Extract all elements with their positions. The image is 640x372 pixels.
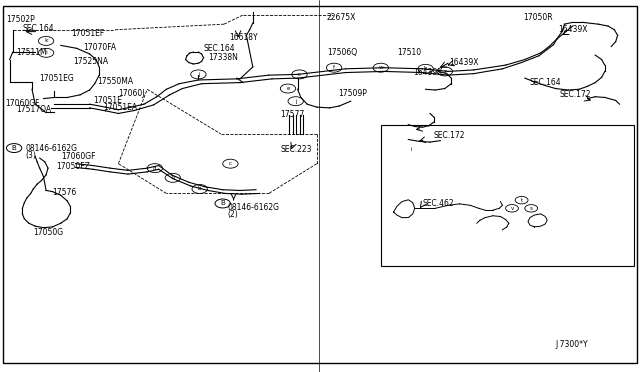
Text: 22675X: 22675X bbox=[326, 13, 356, 22]
Text: SEC.172: SEC.172 bbox=[434, 131, 465, 140]
Text: SEC.164: SEC.164 bbox=[22, 24, 54, 33]
Text: SEC.462: SEC.462 bbox=[422, 199, 454, 208]
Text: e: e bbox=[286, 86, 290, 91]
Text: c: c bbox=[298, 72, 301, 77]
Text: j: j bbox=[198, 72, 199, 77]
Text: i: i bbox=[410, 147, 412, 152]
Text: 08146-6162G: 08146-6162G bbox=[227, 203, 279, 212]
FancyBboxPatch shape bbox=[381, 125, 634, 266]
Text: b: b bbox=[171, 175, 175, 180]
Text: 17051EG: 17051EG bbox=[40, 74, 74, 83]
Text: SEC.164: SEC.164 bbox=[530, 78, 561, 87]
Text: b: b bbox=[198, 186, 202, 192]
Text: 17506Q: 17506Q bbox=[328, 48, 358, 57]
Text: 17510: 17510 bbox=[397, 48, 421, 57]
Text: h: h bbox=[424, 66, 428, 71]
Text: SEC.223: SEC.223 bbox=[280, 145, 312, 154]
Text: z: z bbox=[444, 69, 446, 74]
Text: t: t bbox=[520, 198, 523, 203]
Text: 17576: 17576 bbox=[52, 188, 77, 197]
Text: w: w bbox=[378, 65, 383, 70]
Text: s: s bbox=[530, 206, 532, 211]
Text: 17070FA: 17070FA bbox=[83, 43, 116, 52]
Text: (2): (2) bbox=[227, 210, 238, 219]
Text: k: k bbox=[44, 38, 48, 44]
Text: 17050R: 17050R bbox=[524, 13, 553, 22]
Text: j: j bbox=[295, 99, 296, 104]
Text: SEC.172: SEC.172 bbox=[560, 90, 591, 99]
Text: SEC.164: SEC.164 bbox=[204, 44, 235, 53]
Text: c: c bbox=[229, 161, 232, 166]
Text: 17509P: 17509P bbox=[338, 89, 367, 97]
Text: 17050FZ: 17050FZ bbox=[56, 162, 90, 171]
Text: 16439X: 16439X bbox=[449, 58, 479, 67]
Text: 08146-6162G: 08146-6162G bbox=[26, 144, 77, 153]
Text: v: v bbox=[510, 206, 514, 211]
Text: 17550MA: 17550MA bbox=[97, 77, 133, 86]
Text: 16439X: 16439X bbox=[413, 68, 442, 77]
Text: B: B bbox=[12, 145, 17, 151]
Text: 17051EA: 17051EA bbox=[104, 103, 138, 112]
Text: 17517OA: 17517OA bbox=[16, 105, 51, 114]
Text: 17051EF: 17051EF bbox=[72, 29, 105, 38]
Text: 17051E: 17051E bbox=[93, 96, 122, 105]
Text: 17060GF: 17060GF bbox=[5, 99, 40, 108]
FancyBboxPatch shape bbox=[3, 6, 637, 363]
Text: i: i bbox=[45, 50, 47, 55]
Text: 17525NA: 17525NA bbox=[74, 57, 109, 66]
Text: 17577: 17577 bbox=[280, 110, 305, 119]
Text: (3): (3) bbox=[26, 151, 36, 160]
Text: 16439X: 16439X bbox=[558, 25, 588, 34]
Text: f: f bbox=[333, 65, 335, 70]
Text: 17338N: 17338N bbox=[208, 53, 238, 62]
Text: 17050G: 17050G bbox=[33, 228, 63, 237]
Text: 17060J: 17060J bbox=[118, 89, 145, 97]
Text: 17060GF: 17060GF bbox=[61, 153, 95, 161]
Text: d: d bbox=[153, 166, 157, 171]
Text: 16618Y: 16618Y bbox=[229, 33, 258, 42]
Text: 17511M: 17511M bbox=[16, 48, 47, 57]
Text: 17502P: 17502P bbox=[6, 15, 35, 24]
Text: J 7300*Y: J 7300*Y bbox=[556, 340, 588, 349]
Text: B: B bbox=[220, 201, 225, 206]
